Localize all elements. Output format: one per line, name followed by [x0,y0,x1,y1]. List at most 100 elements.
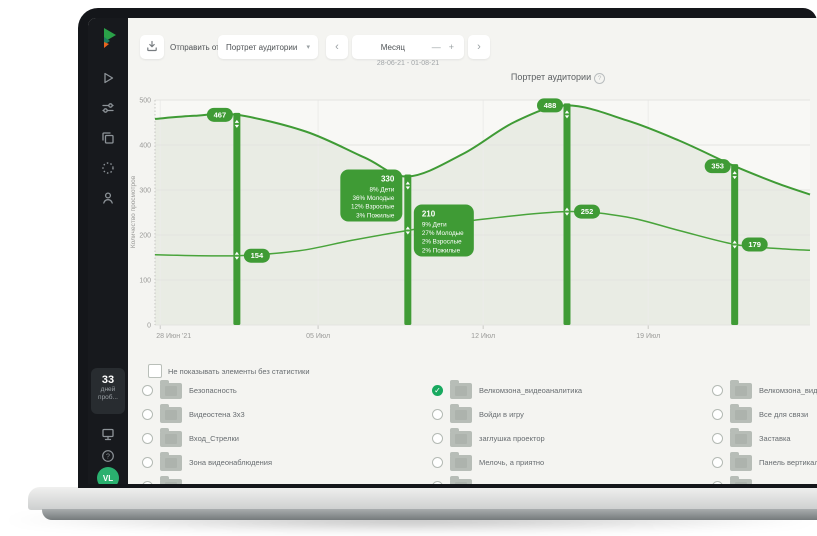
filter-item[interactable]: Планшет 3 2560x1600 [712,474,817,484]
filter-item[interactable]: ✓ Велкомзона_видеоаналитика [432,378,712,402]
svg-text:200: 200 [139,233,151,240]
period-value: Месяц [380,42,405,52]
radio[interactable] [142,432,153,444]
app-window: 33 дней проб... ? VL [88,18,817,484]
svg-text:36% Молодые: 36% Молодые [352,195,394,202]
chart-title: Портрет аудитории? [458,72,658,84]
play-icon[interactable] [100,70,116,86]
filter-item-label: Все для связи [759,409,809,419]
radio[interactable] [142,480,153,484]
dotted-circle-icon[interactable] [100,160,116,176]
svg-text:210: 210 [422,210,436,219]
audience-chart: 28 Июн '21 05 Июл 12 Июл 19 Июл 0 100 200 300 40… [128,90,817,350]
folder-thumbnail-icon [160,428,182,447]
hide-empty-label: Не показывать элементы без статистики [168,366,310,376]
radio[interactable] [432,432,443,444]
trial-days-number: 33 [101,374,115,386]
hide-empty-checkbox[interactable] [148,364,162,378]
svg-text:100: 100 [139,278,151,285]
radio[interactable] [712,384,723,396]
filter-item-label: Мелочь, а приятно [479,457,545,467]
folder-thumbnail-icon [160,380,182,399]
filter-item[interactable]: Планшет 2 2560x1600 [432,474,712,484]
value-pill: 353 [704,159,731,174]
filter-column-2: ✓ Велкомзона_видеоаналитика Войди в игру за… [432,378,712,484]
radio[interactable] [432,480,443,484]
filter-item[interactable]: заглушка проектор [432,426,712,450]
filter-item[interactable]: Вход_Стрелки [142,426,422,450]
svg-text:3% Пожилые: 3% Пожилые [356,212,395,219]
help-icon[interactable]: ? [100,448,116,464]
filter-item[interactable]: Панель вертикальная внутр [712,450,817,474]
trial-days-badge[interactable]: 33 дней проб... [91,368,125,414]
svg-text:500: 500 [139,98,151,105]
radio[interactable] [432,408,443,420]
filter-column-3: Велкомзона_видеоаналитика Все для связи За… [712,378,817,484]
svg-text:154: 154 [251,251,264,260]
filter-item[interactable]: Мелочь, а приятно [432,450,712,474]
svg-text:28 Июн '21: 28 Июн '21 [156,333,191,340]
brand-logo-icon[interactable] [95,25,121,51]
filter-item-label: Заставка [759,433,791,443]
radio[interactable] [712,408,723,420]
trial-days-caption2: проб... [98,394,118,401]
prev-period-button[interactable]: ‹ [326,35,348,59]
filter-item-label: Вход_Стрелки [189,433,239,443]
value-pill: 252 [573,204,600,219]
display-icon[interactable] [100,426,116,442]
filter-item-label: Безопасность [189,385,237,395]
radio[interactable] [432,456,443,468]
filter-item-label: Видеостена 3x3 [189,409,245,419]
value-pill: 179 [741,237,768,252]
filter-item[interactable]: Видеостена 3x3 [142,402,422,426]
filter-item[interactable]: Все для связи [712,402,817,426]
period-selector[interactable]: Месяц — + [352,35,464,59]
svg-text:467: 467 [214,110,227,119]
sliders-icon[interactable] [100,100,116,116]
value-pill: 467 [206,107,233,122]
trial-days-caption1: дней [100,386,116,393]
laptop-base-edge [42,509,817,520]
report-type-value: Портрет аудитории [226,42,298,52]
send-report-button[interactable] [140,35,164,59]
filter-item[interactable]: Войди в игру [432,402,712,426]
filter-item-label: Планшет 2 2560x1600 [479,482,556,485]
chart-marker-bar[interactable] [404,174,412,326]
svg-text:353: 353 [711,162,724,171]
svg-text:9% Дети: 9% Дети [422,222,447,229]
chart-marker-bar[interactable] [233,112,241,325]
hide-empty-checkbox-row: Не показывать элементы без статистики [148,364,310,378]
svg-text:8% Дети: 8% Дети [370,187,395,194]
radio[interactable] [712,480,723,484]
folder-thumbnail-icon [730,428,752,447]
filter-item[interactable]: Велкомзона_видеоаналитика [712,378,817,402]
zoom-out-button[interactable]: — [431,42,441,52]
chart-title-text: Портрет аудитории [510,72,592,82]
sidebar: 33 дней проб... ? VL [88,18,128,484]
folder-thumbnail-icon [730,404,752,423]
filter-item[interactable]: Безопасность [142,378,422,402]
filter-item[interactable]: Зона видеонаблюдения [142,450,422,474]
svg-text:300: 300 [139,188,151,195]
radio[interactable] [142,456,153,468]
filter-item-label: Зона видеонаблюдения [189,457,273,467]
folder-thumbnail-icon [450,476,472,484]
folder-thumbnail-icon [730,476,752,484]
filter-item[interactable]: Заставка [712,426,817,450]
user-avatar[interactable]: VL [97,467,119,484]
user-icon[interactable] [100,190,116,206]
folder-thumbnail-icon [730,380,752,399]
zoom-in-button[interactable]: + [448,42,454,52]
next-period-button[interactable]: › [468,35,490,59]
radio[interactable] [712,432,723,444]
send-report-label[interactable]: Отправить отчёт [170,43,233,52]
pages-icon[interactable] [100,130,116,146]
radio[interactable] [142,408,153,420]
radio[interactable] [142,384,153,396]
radio[interactable] [712,456,723,468]
filter-item[interactable]: Планшет 1 2560x1600 [142,474,422,484]
radio-selected[interactable]: ✓ [432,384,443,396]
svg-text:27% Молодые: 27% Молодые [422,230,464,237]
report-type-dropdown[interactable]: Портрет аудитории ▾ [218,35,318,59]
